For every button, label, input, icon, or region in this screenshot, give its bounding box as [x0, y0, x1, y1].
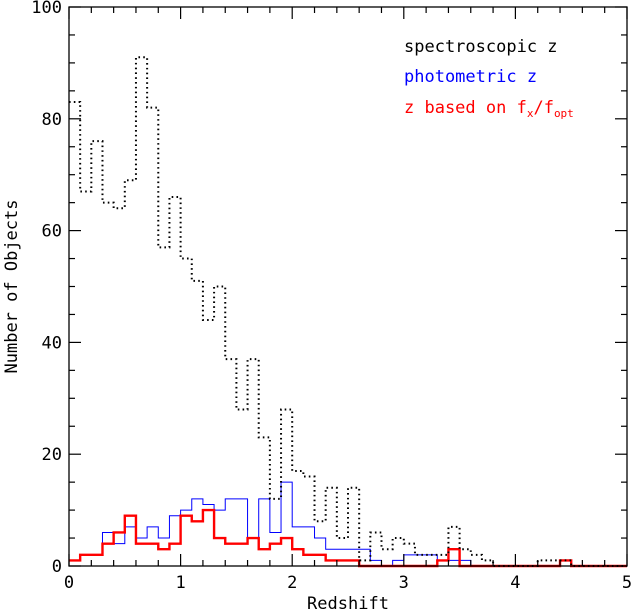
- legend-entry-fx-fopt-slash: /f: [533, 98, 553, 118]
- legend-entry-fx-fopt-sub1: x: [527, 107, 534, 120]
- y-tick-label: 40: [42, 333, 62, 353]
- x-tick-label: 1: [175, 573, 185, 593]
- legend-entry-fx-fopt-sub2: opt: [554, 107, 574, 120]
- x-axis-title: Redshift: [307, 594, 389, 612]
- legend: spectroscopic z photometric z z based on…: [404, 37, 574, 120]
- tick-labels: 0 1 2 3 4 5 0 20 40 60 80 100: [31, 0, 632, 593]
- y-axis-title: Number of Objects: [2, 200, 22, 374]
- plot-area: [69, 56, 627, 568]
- y-tick-label: 100: [31, 0, 62, 18]
- legend-entry-fx-fopt: z based on fx/fopt: [404, 98, 574, 120]
- x-tick-label: 5: [622, 573, 632, 593]
- series-line-1: [69, 481, 627, 567]
- series-line-0: [69, 56, 627, 567]
- x-tick-label: 2: [287, 573, 297, 593]
- legend-entry-photometric: photometric z: [404, 67, 537, 87]
- y-tick-label: 80: [42, 110, 62, 130]
- legend-entry-spectroscopic: spectroscopic z: [404, 37, 558, 57]
- y-tick-label: 20: [42, 445, 62, 465]
- x-tick-label: 0: [64, 573, 74, 593]
- plot-frame: [68, 6, 628, 567]
- axis-ticks: [68, 6, 628, 567]
- y-tick-label: 60: [42, 222, 62, 242]
- legend-entry-fx-fopt-pre: z based on f: [404, 98, 527, 118]
- y-tick-label: 0: [52, 557, 62, 577]
- x-tick-label: 4: [510, 573, 520, 593]
- x-tick-label: 3: [399, 573, 409, 593]
